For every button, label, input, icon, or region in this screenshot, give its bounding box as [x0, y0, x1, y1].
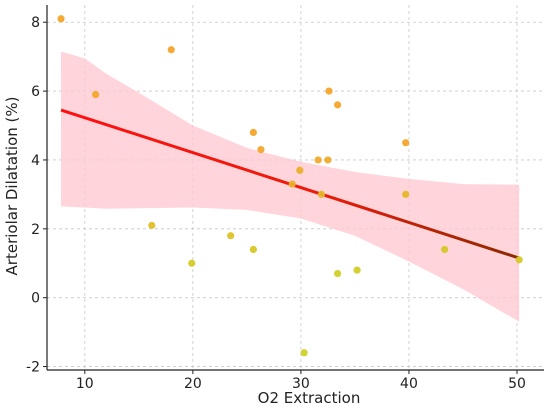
x-axis-title: O2 Extraction — [258, 389, 361, 407]
data-point — [353, 266, 361, 274]
data-point — [92, 90, 100, 99]
x-tick-label: 30 — [292, 376, 310, 392]
x-tick-label: 10 — [76, 376, 94, 392]
data-point — [300, 349, 308, 357]
y-axis-title: Arteriolar Dilatation (%) — [3, 97, 21, 276]
data-point — [227, 232, 235, 240]
data-point — [324, 156, 332, 164]
y-tick-label: -2 — [26, 360, 40, 376]
data-point — [402, 190, 410, 198]
data-point — [188, 259, 196, 267]
x-tick-label: 50 — [508, 376, 526, 392]
data-point — [325, 87, 333, 95]
points-group — [57, 15, 523, 357]
data-point — [515, 256, 523, 264]
y-tick-label: 6 — [31, 84, 40, 100]
data-point — [167, 46, 175, 54]
data-point — [314, 156, 322, 164]
y-tick-label: 0 — [31, 291, 40, 307]
y-tick-label: 4 — [31, 153, 40, 169]
data-point — [296, 166, 304, 174]
data-point — [402, 139, 410, 147]
y-tick-label: 2 — [31, 222, 40, 238]
data-point — [288, 180, 296, 188]
data-point — [317, 190, 326, 198]
data-point — [334, 269, 342, 278]
data-point — [249, 128, 257, 137]
data-point — [257, 146, 265, 154]
data-point — [148, 221, 156, 229]
data-point — [249, 245, 257, 254]
data-point — [441, 245, 449, 254]
axes — [43, 5, 544, 374]
y-tick-label: 8 — [31, 15, 40, 31]
x-tick-label: 20 — [184, 376, 202, 392]
tick-labels: 10 20 30 40 50 -2 0 2 4 6 8 — [26, 15, 526, 392]
x-tick-label: 40 — [400, 376, 418, 392]
data-point — [334, 101, 342, 109]
data-point — [57, 15, 65, 23]
